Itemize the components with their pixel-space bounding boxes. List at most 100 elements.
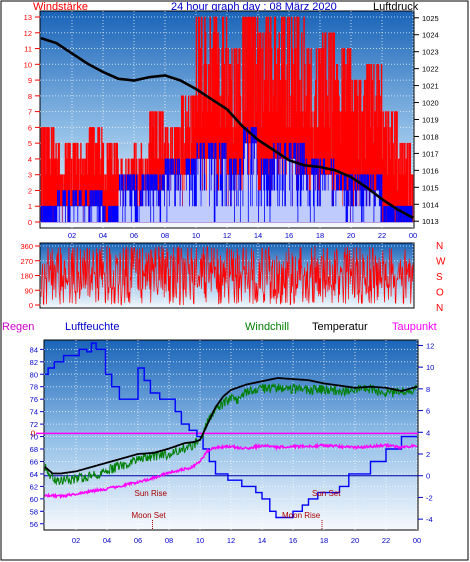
humidity-tick-label: 70 — [30, 433, 38, 442]
wind-tick-label: 1 — [28, 202, 32, 211]
pressure-tick-label: 1013 — [422, 217, 439, 226]
hour-tick-label: 06 — [130, 231, 138, 240]
astro-label: Sun Rise — [135, 489, 168, 498]
hour-tick-label: 06 — [134, 536, 142, 545]
hour-tick-label: 02 — [68, 231, 76, 240]
wind-avg-bars — [40, 127, 413, 223]
pressure-tick-label: 1022 — [422, 65, 439, 74]
hour-tick-label: 08 — [165, 536, 173, 545]
temperature-tick-label: -4 — [426, 515, 433, 524]
hour-tick-label: 10 — [196, 536, 204, 545]
hour-tick-label: 14 — [258, 536, 266, 545]
direction-tick-label: 270 — [20, 257, 33, 266]
temp-humidity-lines — [44, 342, 418, 519]
temperature-tick-label: 10 — [426, 363, 434, 372]
pressure-tick-label: 1018 — [422, 132, 439, 141]
temp-humidity-panel — [43, 339, 419, 531]
temperature-tick-label: 8 — [426, 385, 430, 394]
hour-tick-label: 12 — [223, 231, 231, 240]
temperature-tick-label: 0 — [426, 472, 430, 481]
wind-direction-line — [40, 245, 414, 307]
pressure-tick-label: 1017 — [422, 149, 439, 158]
pressure-tick-label: 1021 — [422, 82, 439, 91]
humidity-tick-label: 62 — [30, 482, 38, 491]
hour-tick-label: 22 — [378, 231, 386, 240]
luftdruck-label: Luftdruck — [373, 1, 419, 13]
wind-avg-fill — [41, 143, 413, 222]
humidity-tick-label: 66 — [30, 457, 38, 466]
astro-label: Moon Set — [132, 511, 167, 520]
pressure-line — [40, 36, 414, 219]
regen-label: Regen — [2, 321, 34, 333]
humidity-tick-label: 72 — [30, 420, 38, 429]
hour-tick-label: 20 — [351, 536, 359, 545]
temperature-tick-label: -2 — [426, 493, 433, 502]
compass-label: S — [436, 272, 443, 283]
compass-label: O — [436, 288, 444, 299]
wind-tick-label: 9 — [28, 76, 32, 85]
temperatur-label: Temperatur — [312, 321, 368, 333]
wind-tick-label: 11 — [24, 45, 32, 54]
taupunkt-label: Taupunkt — [392, 321, 437, 333]
pressure-tick-label: 1024 — [422, 31, 439, 40]
pressure-tick-label: 1019 — [422, 116, 439, 125]
wind-direction-line-group — [40, 245, 414, 307]
hour-tick-label: 12 — [227, 536, 235, 545]
pressure-line-group — [40, 36, 414, 219]
temperature-tick-label: 4 — [426, 428, 430, 437]
wind-tick-label: 4 — [28, 155, 32, 164]
humidity-tick-label: 60 — [30, 495, 38, 504]
hour-tick-label: 02 — [72, 536, 80, 545]
hour-tick-label: 16 — [285, 231, 293, 240]
pressure-tick-label: 1015 — [422, 183, 439, 192]
hour-tick-label: 14 — [254, 231, 262, 240]
humidity-tick-label: 80 — [30, 370, 38, 379]
hour-tick-label: 22 — [382, 536, 390, 545]
wind-tick-label: 7 — [28, 108, 32, 117]
temperature-line — [44, 377, 418, 475]
wind-tick-label: 10 — [24, 60, 32, 69]
wind-tick-label: 13 — [24, 13, 32, 22]
temperature-tick-label: 12 — [426, 341, 434, 350]
wind-tick-label: 12 — [24, 29, 32, 38]
humidity-tick-label: 82 — [30, 358, 38, 367]
wind-tick-label: 5 — [28, 139, 32, 148]
humidity-tick-label: 58 — [30, 507, 38, 516]
luftfeuchte-label: Luftfeuchte — [65, 321, 119, 333]
astro-label: Moon Rise — [282, 511, 321, 520]
direction-tick-label: 90 — [25, 286, 33, 295]
humidity-tick-label: 84 — [30, 345, 38, 354]
wind-direction-grid — [40, 243, 414, 308]
humidity-tick-label: 74 — [30, 408, 38, 417]
compass-label: W — [436, 257, 446, 268]
hour-tick-label: 08 — [161, 231, 169, 240]
temp-humidity-axes: 0565860626466687072747678808284-4-202468… — [30, 341, 435, 545]
dewpoint-line — [44, 442, 418, 500]
pressure-tick-label: 1023 — [422, 48, 439, 57]
wind-tick-label: 8 — [28, 92, 32, 101]
hour-tick-label: 10 — [192, 231, 200, 240]
hour-tick-label: 00 — [413, 536, 421, 545]
wind-tick-label: 6 — [28, 123, 32, 132]
hour-tick-label: 16 — [289, 536, 297, 545]
compass-label: N — [436, 241, 443, 252]
direction-tick-label: 180 — [20, 272, 33, 281]
windchill-label: Windchill — [245, 321, 289, 333]
humidity-tick-label: 56 — [30, 520, 38, 529]
astro-label: Sun Set — [312, 489, 341, 498]
temperature-tick-label: 6 — [426, 407, 430, 416]
humidity-tick-label: 76 — [30, 395, 38, 404]
compass-label: N — [436, 303, 443, 314]
hour-tick-label: 20 — [347, 231, 355, 240]
pressure-tick-label: 1016 — [422, 166, 439, 175]
rain-zero-label: 0 — [31, 429, 36, 438]
wind-pressure-axes: 0123456789101112131013101410151016101710… — [24, 13, 439, 240]
wind-tick-label: 0 — [28, 218, 32, 227]
humidity-tick-label: 78 — [30, 383, 38, 392]
humidity-tick-label: 64 — [30, 470, 38, 479]
hour-tick-label: 04 — [103, 536, 111, 545]
